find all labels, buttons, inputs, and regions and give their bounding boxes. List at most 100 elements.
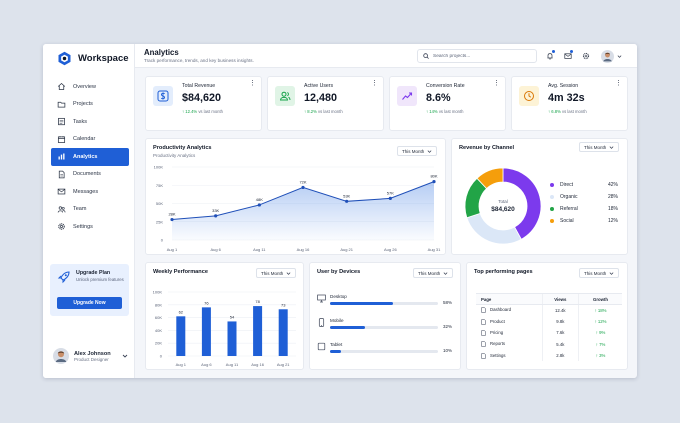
- table-row[interactable]: Pricing 7.6k ↑ 9%: [476, 327, 622, 339]
- team-icon: [57, 206, 66, 213]
- x-tick-label: Aug 16: [251, 362, 264, 367]
- stat-icon-box: [275, 86, 295, 106]
- avatar: [53, 348, 69, 364]
- views-cell: 5.4k: [541, 338, 579, 351]
- notifications-button[interactable]: [544, 50, 556, 62]
- top-pages-card: Top performing pages This Month Page Vie…: [466, 262, 628, 370]
- data-point[interactable]: [214, 214, 218, 218]
- brand[interactable]: Workspace: [57, 51, 129, 66]
- sidebar-item-label: Tasks: [73, 118, 88, 125]
- sidebar-item-tasks[interactable]: Tasks: [51, 113, 129, 131]
- data-point[interactable]: [301, 185, 305, 190]
- sidebar-item-team[interactable]: Team: [51, 201, 129, 219]
- mail-icon: [564, 53, 572, 59]
- device-progress-fill: [330, 350, 341, 353]
- x-tick-label: Aug 16: [297, 247, 310, 252]
- bar[interactable]: [278, 309, 288, 356]
- sidebar-item-settings[interactable]: Settings: [51, 218, 129, 236]
- donut-slice[interactable]: [466, 212, 522, 245]
- growth-cell: ↑ 7%: [578, 338, 622, 351]
- sidebar-item-label: Projects: [73, 101, 93, 108]
- legend-label: Social: [560, 218, 574, 224]
- sidebar-item-projects[interactable]: Projects: [51, 96, 129, 114]
- table-row[interactable]: Reports 5.4k ↑ 7%: [476, 338, 622, 351]
- document-icon: [58, 170, 65, 178]
- period-dropdown[interactable]: This Month: [579, 268, 620, 278]
- device-label: Mobile: [330, 318, 344, 323]
- bar-value-label: 54: [230, 314, 235, 319]
- messages-button[interactable]: [562, 50, 574, 62]
- page-cell: Product: [476, 316, 542, 327]
- sidebar-item-messages[interactable]: Messages: [51, 183, 129, 201]
- revenue-channel-card: Revenue by Channel This Month Total $84,…: [451, 138, 628, 255]
- sidebar-item-overview[interactable]: Overview: [51, 78, 129, 96]
- table-row[interactable]: Product 9.8k ↑ 12%: [476, 315, 622, 328]
- card-menu-button[interactable]: ⋮: [249, 80, 256, 87]
- donut-slice[interactable]: [476, 167, 504, 190]
- data-point[interactable]: [257, 203, 261, 207]
- card-menu-button[interactable]: ⋮: [371, 80, 378, 87]
- sidebar-item-analytics[interactable]: Analytics: [51, 148, 129, 166]
- table-row[interactable]: Settings 2.8k ↑ 3%: [476, 350, 622, 362]
- column-header-page[interactable]: Page: [476, 293, 542, 305]
- y-tick-label: 0: [160, 354, 163, 359]
- legend-swatch: [550, 183, 554, 187]
- donut-slice[interactable]: [502, 167, 542, 240]
- devices-card: User by Devices This Month Desktop 58% M…: [309, 262, 461, 370]
- data-label: 53K: [343, 193, 350, 198]
- bar[interactable]: [253, 306, 263, 356]
- data-label: 72K: [299, 179, 306, 184]
- y-tick-label: 40K: [155, 328, 162, 333]
- card-menu-button[interactable]: ⋮: [615, 80, 622, 87]
- dropdown-value: This Month: [261, 270, 284, 276]
- search-box[interactable]: [417, 49, 537, 63]
- upgrade-button[interactable]: Upgrade Now: [57, 297, 122, 309]
- data-label: 57K: [387, 190, 394, 195]
- y-tick-label: 75K: [156, 183, 163, 188]
- table-row[interactable]: Dashboard 12.4k ↑ 18%: [476, 304, 622, 316]
- growth-value: 3%: [599, 353, 606, 359]
- data-point[interactable]: [388, 196, 392, 200]
- sidebar-item-documents[interactable]: Documents: [51, 166, 129, 184]
- card-title: Top performing pages: [474, 269, 533, 275]
- bar[interactable]: [176, 316, 186, 356]
- stat-change: ↑ 6.8% vs last month: [548, 109, 587, 114]
- y-tick-label: 100K: [153, 290, 163, 295]
- user-name: Alex Johnson: [74, 350, 111, 357]
- legend-item: Organic 28%: [550, 191, 618, 203]
- period-dropdown[interactable]: This Month: [256, 268, 297, 278]
- bar[interactable]: [201, 307, 211, 356]
- search-input[interactable]: [433, 53, 533, 59]
- data-point[interactable]: [170, 217, 174, 222]
- profile-menu[interactable]: [600, 49, 622, 63]
- productivity-card: Productivity Analytics Productivity Anal…: [145, 138, 446, 255]
- growth-value: 12%: [597, 319, 607, 325]
- device-percent: 32%: [442, 324, 452, 329]
- column-header-growth[interactable]: Growth: [578, 293, 622, 305]
- growth-cell: ↑ 3%: [578, 350, 622, 362]
- page-name: Pricing: [490, 330, 504, 336]
- period-dropdown[interactable]: This Month: [413, 268, 454, 278]
- growth-cell: ↑ 12%: [578, 315, 622, 328]
- bar[interactable]: [227, 321, 237, 356]
- x-tick-label: Aug 26: [384, 247, 397, 252]
- period-dropdown[interactable]: This Month: [579, 142, 620, 152]
- data-label: 48K: [256, 197, 263, 202]
- stat-card-session: ⋮ Avg. Session 4m 32s ↑ 6.8% vs last mon…: [511, 76, 628, 131]
- legend-value: 42%: [607, 182, 618, 188]
- user-profile[interactable]: Alex Johnson Product Designer: [53, 348, 128, 364]
- x-tick-label: Aug 1: [167, 247, 178, 252]
- data-point[interactable]: [345, 199, 349, 203]
- data-point[interactable]: [432, 180, 436, 184]
- stat-label: Conversion Rate: [426, 83, 465, 89]
- stat-icon-box: [397, 86, 417, 106]
- column-header-views[interactable]: Views: [541, 293, 579, 305]
- donut-center-value: $84,620: [491, 206, 515, 213]
- message-dot: [570, 50, 573, 53]
- period-dropdown[interactable]: This Month: [397, 146, 438, 156]
- settings-button[interactable]: [580, 50, 592, 62]
- document-icon: [481, 318, 486, 325]
- sidebar-item-calendar[interactable]: Calendar: [51, 131, 129, 149]
- card-menu-button[interactable]: ⋮: [493, 80, 500, 87]
- page-cell: Settings: [476, 350, 542, 361]
